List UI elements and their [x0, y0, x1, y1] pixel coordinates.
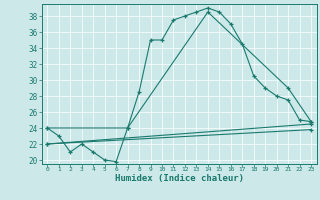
X-axis label: Humidex (Indice chaleur): Humidex (Indice chaleur)	[115, 174, 244, 183]
